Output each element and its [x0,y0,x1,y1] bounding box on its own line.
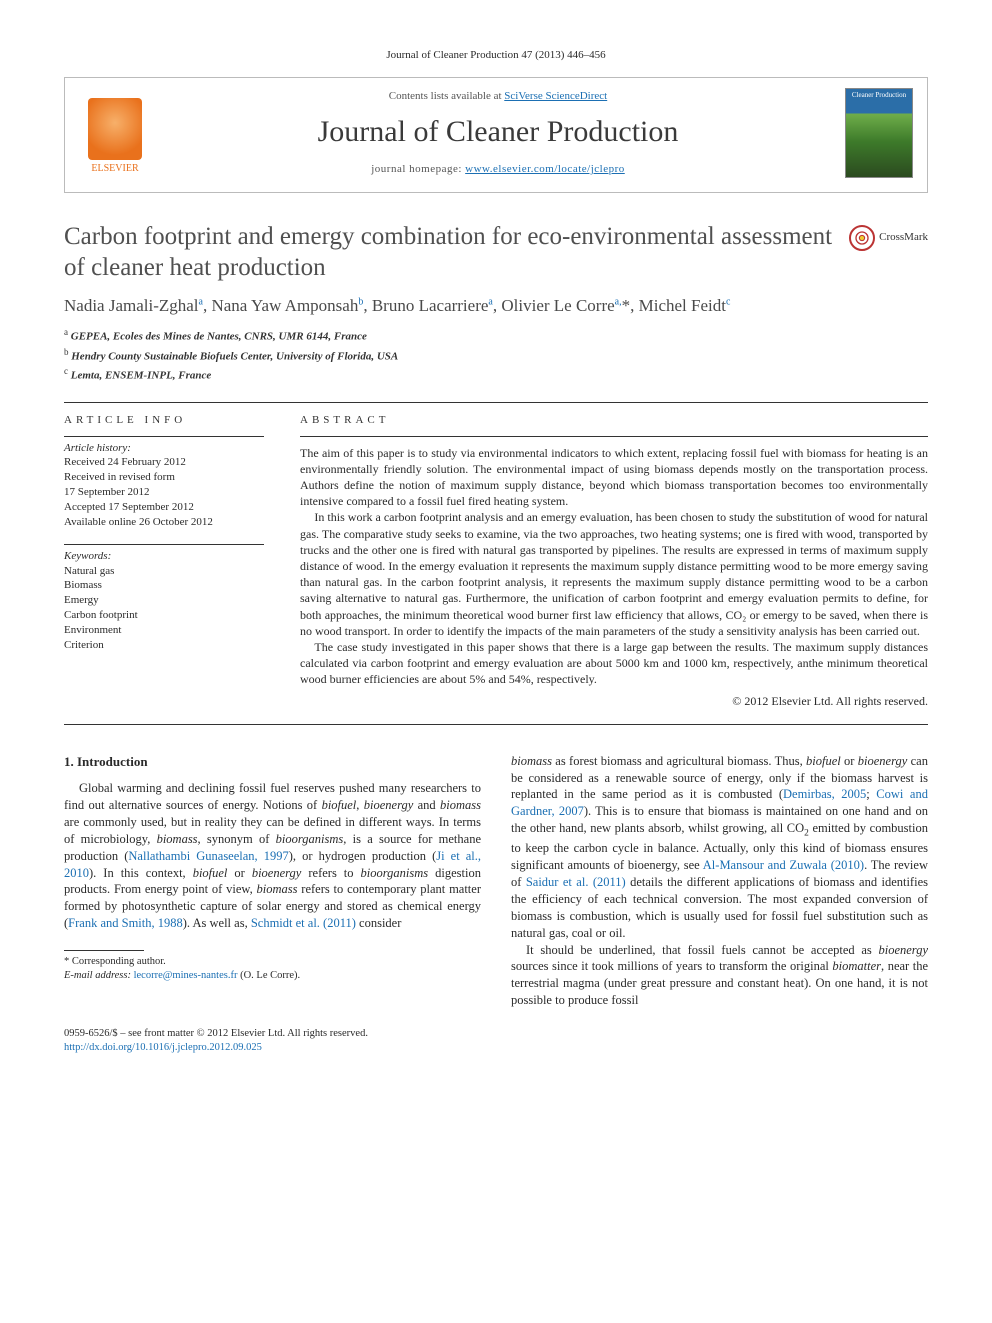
affiliations: a GEPEA, Ecoles des Mines de Nantes, CNR… [64,326,928,384]
corresponding-email-link[interactable]: lecorre@mines-nantes.fr [134,970,238,981]
abstract-label: ABSTRACT [300,413,928,428]
footer-meta: 0959-6526/$ – see front matter © 2012 El… [64,1027,928,1055]
keyword: Biomass [64,578,264,593]
article-history: Article history: Received 24 February 20… [64,441,264,530]
abstract-paragraph: The aim of this paper is to study via en… [300,445,928,510]
abstract-text: The aim of this paper is to study via en… [300,445,928,688]
crossmark-badge[interactable]: CrossMark [849,225,928,251]
abstract-copyright: © 2012 Elsevier Ltd. All rights reserved… [300,693,928,709]
history-line: Received in revised form [64,470,264,485]
journal-name: Journal of Cleaner Production [165,112,831,153]
section-number: 1. [64,754,74,769]
contents-line: Contents lists available at SciVerse Sci… [165,89,831,104]
sciencedirect-link[interactable]: SciVerse ScienceDirect [504,90,607,102]
divider [64,402,928,403]
body-text: 1. Introduction Global warming and decli… [64,753,928,1009]
history-line: Available online 26 October 2012 [64,515,264,530]
divider [300,436,928,437]
publisher-label: ELSEVIER [91,162,138,176]
body-paragraph: Global warming and declining fossil fuel… [64,780,481,932]
section-title: Introduction [77,754,148,769]
body-paragraph: It should be underlined, that fossil fue… [511,942,928,1010]
homepage-prefix: journal homepage: [371,163,465,175]
divider [64,544,264,545]
email-person: (O. Le Corre). [240,970,300,981]
contents-prefix: Contents lists available at [389,90,504,102]
crossmark-label: CrossMark [879,230,928,245]
doi-link[interactable]: http://dx.doi.org/10.1016/j.jclepro.2012… [64,1042,262,1053]
footnote-separator [64,950,144,951]
affiliation-line: a GEPEA, Ecoles des Mines de Nantes, CNR… [64,326,928,345]
issn-line: 0959-6526/$ – see front matter © 2012 El… [64,1027,928,1041]
article-info-label: ARTICLE INFO [64,413,264,428]
history-label: Article history: [64,441,264,456]
authors: Nadia Jamali-Zghala, Nana Yaw Amponsahb,… [64,295,928,318]
body-paragraph: biomass as forest biomass and agricultur… [511,753,928,942]
masthead: ELSEVIER Contents lists available at Sci… [64,77,928,193]
keywords: Keywords: Natural gasBiomassEmergyCarbon… [64,549,264,653]
abstract-paragraph: The case study investigated in this pape… [300,639,928,688]
keyword: Carbon footprint [64,608,264,623]
cover-label: Cleaner Production [852,91,906,99]
keyword: Emergy [64,593,264,608]
history-line: 17 September 2012 [64,485,264,500]
history-line: Received 24 February 2012 [64,455,264,470]
affiliation-line: c Lemta, ENSEM-INPL, France [64,365,928,384]
keyword: Natural gas [64,564,264,579]
email-label: E-mail address: [64,970,131,981]
elsevier-logo: ELSEVIER [79,90,151,176]
corresponding-author-label: * Corresponding author. [64,955,481,969]
section-heading: 1. Introduction [64,753,481,771]
homepage-line: journal homepage: www.elsevier.com/locat… [165,162,831,177]
keyword: Criterion [64,638,264,653]
keywords-label: Keywords: [64,549,264,564]
history-line: Accepted 17 September 2012 [64,500,264,515]
running-head: Journal of Cleaner Production 47 (2013) … [64,48,928,63]
journal-homepage-link[interactable]: www.elsevier.com/locate/jclepro [465,163,625,175]
divider [64,724,928,725]
crossmark-icon [849,225,875,251]
elsevier-tree-icon [88,98,142,160]
article-title: Carbon footprint and emergy combination … [64,221,834,284]
footnotes: * Corresponding author. E-mail address: … [64,955,481,983]
abstract-paragraph: In this work a carbon footprint analysis… [300,509,928,639]
affiliation-line: b Hendry County Sustainable Biofuels Cen… [64,346,928,365]
keyword: Environment [64,623,264,638]
divider [64,436,264,437]
journal-cover-thumbnail: Cleaner Production [845,88,913,178]
